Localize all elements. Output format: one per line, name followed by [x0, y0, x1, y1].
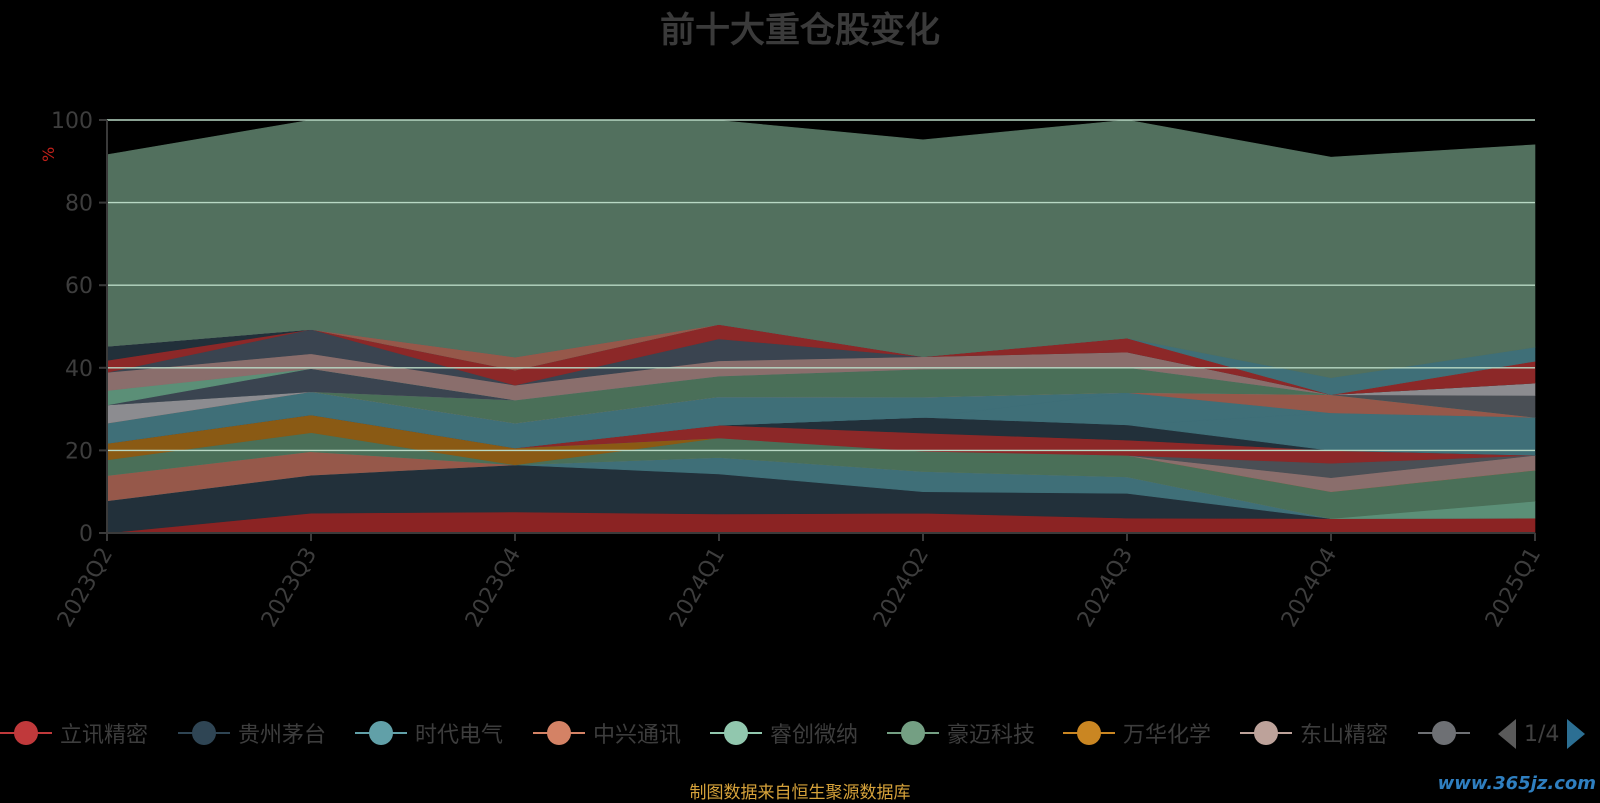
x-tick-label-1: 2023Q3	[257, 544, 322, 632]
legend-item-8[interactable]: E	[1418, 715, 1478, 751]
x-tick-label-4: 2024Q2	[869, 544, 934, 632]
legend-swatch-icon	[710, 720, 762, 746]
legend-prev-icon[interactable]	[1498, 719, 1516, 749]
x-tick-label-7: 2025Q1	[1481, 544, 1546, 632]
area-layers	[106, 119, 1536, 534]
grid-lines	[106, 119, 1535, 534]
x-tick-label-3: 2024Q1	[665, 544, 730, 632]
legend-label: 立讯精密	[60, 723, 149, 748]
legend-items: 立讯精密 贵州茅台 时代电气 中兴通讯 睿创微纳 豪迈科技 万华化学 东山精密 E	[0, 715, 1478, 751]
legend-page-indicator: 1/4	[1524, 721, 1560, 747]
legend-next-icon[interactable]	[1567, 719, 1586, 749]
legend-label: 豪迈科技	[947, 723, 1036, 748]
legend-swatch-icon	[178, 720, 230, 746]
legend: 立讯精密 贵州茅台 时代电气 中兴通讯 睿创微纳 豪迈科技 万华化学 东山精密 E	[0, 715, 1600, 751]
legend-label: 时代电气	[415, 723, 504, 748]
y-tick-label-2: 40	[65, 357, 93, 382]
legend-item-6[interactable]: 万华化学	[1063, 715, 1211, 751]
legend-label: 贵州茅台	[238, 723, 327, 748]
legend-swatch-icon	[1063, 720, 1115, 746]
source-note: 制图数据来自恒生聚源数据库	[689, 783, 911, 803]
legend-swatch-icon	[0, 720, 52, 746]
legend-swatch-icon	[355, 720, 407, 746]
y-tick-label-3: 60	[65, 274, 93, 299]
y-axis-label: %	[39, 147, 58, 162]
x-tick-label-0: 2023Q2	[53, 544, 118, 632]
y-axis: 0 20 40 60 80 100	[51, 109, 107, 547]
legend-swatch-icon	[887, 720, 939, 746]
legend-item-7[interactable]: 东山精密	[1240, 715, 1388, 751]
y-tick-label-1: 20	[65, 439, 93, 464]
legend-label: 睿创微纳	[770, 723, 859, 748]
legend-label: 东山精密	[1300, 723, 1389, 748]
watermark: www.365jz.com	[1437, 773, 1596, 794]
legend-item-0[interactable]: 立讯精密	[0, 715, 148, 751]
legend-swatch-icon	[533, 720, 585, 746]
legend-label: 中兴通讯	[593, 723, 682, 748]
legend-item-3[interactable]: 中兴通讯	[533, 715, 681, 751]
legend-item-2[interactable]: 时代电气	[355, 715, 503, 751]
legend-swatch-icon	[1418, 720, 1470, 746]
x-axis: 2023Q2 2023Q3 2023Q4 2024Q1 2024Q2 2024Q3 2024…	[53, 533, 1546, 632]
y-tick-label-4: 80	[65, 192, 93, 217]
legend-swatch-icon	[1240, 720, 1292, 746]
x-tick-label-5: 2024Q3	[1073, 544, 1138, 632]
x-tick-label-2: 2023Q4	[461, 544, 526, 632]
legend-item-4[interactable]: 睿创微纳	[710, 715, 858, 751]
x-tick-label-6: 2024Q4	[1277, 544, 1342, 632]
legend-item-5[interactable]: 豪迈科技	[887, 715, 1035, 751]
legend-item-1[interactable]: 贵州茅台	[178, 715, 326, 751]
legend-label: 万华化学	[1123, 723, 1212, 748]
legend-pager: 1/4	[1498, 716, 1586, 752]
y-tick-label-0: 0	[79, 522, 93, 547]
chart-title: 前十大重仓股变化	[659, 11, 940, 51]
y-tick-label-5: 100	[51, 109, 93, 134]
